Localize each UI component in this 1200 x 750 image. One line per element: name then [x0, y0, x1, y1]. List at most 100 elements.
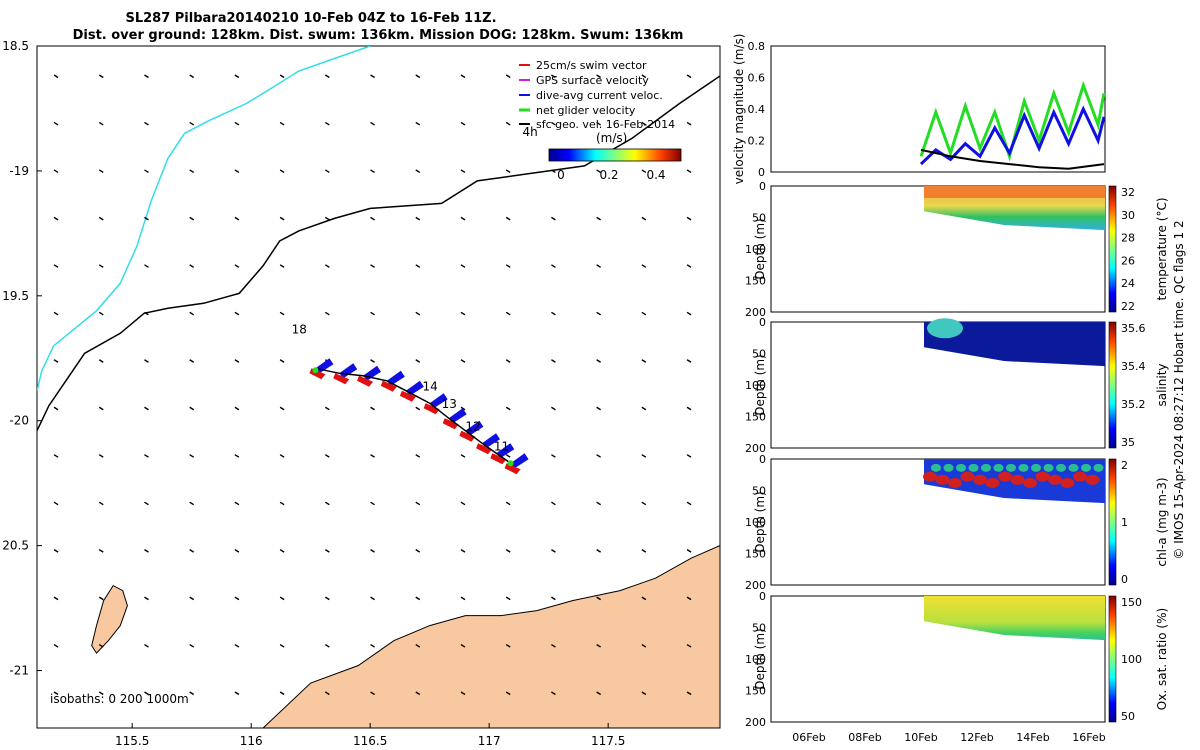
chl-max-patch — [948, 477, 962, 488]
sfc-vel-arrow — [415, 406, 421, 411]
map-xtick-label: 115.5 — [115, 734, 149, 748]
sfc-vel-arrow — [53, 169, 59, 174]
salinity-ylabel: Depth (m) — [753, 354, 767, 415]
salinity-high-patch — [927, 318, 963, 339]
swim-vector — [333, 373, 350, 385]
sfc-vel-arrow — [460, 454, 466, 458]
sfc-vel-arrow — [505, 643, 511, 648]
chl-a-colorbar-tick: 2 — [1121, 459, 1128, 472]
sfc-vel-arrow — [189, 643, 195, 648]
chl-max-patch — [1035, 471, 1050, 482]
sfc-vel-arrow — [144, 169, 149, 174]
swim-vector — [490, 453, 507, 465]
sfc-vel-arrow — [279, 264, 285, 268]
map-xtick-label: 116.5 — [353, 734, 387, 748]
dive-avg-vector — [405, 380, 424, 396]
chl-max-patch — [1048, 474, 1062, 485]
chl-mid-patch — [993, 463, 1004, 472]
sfc-vel-arrow — [551, 264, 556, 268]
salinity-ytick-label: 0 — [759, 316, 766, 329]
chl-a-panel: Depth (m) 0 50 100 150 200 2 1 0 chl-a (mg m-3) — [745, 453, 1169, 592]
sfc-vel-arrow — [234, 691, 240, 696]
sfc-vel-arrow — [551, 169, 556, 174]
legend-gps-velocity: GPS surface velocity — [536, 74, 649, 87]
temperature-colorbar — [1108, 185, 1117, 313]
sfc-vel-arrow — [686, 596, 692, 601]
sfc-vel-arrow — [596, 406, 602, 411]
dive-avg-vector — [496, 443, 515, 459]
sfc-vel-arrow — [98, 121, 104, 126]
date-xtick-label: 14Feb — [1016, 731, 1049, 744]
sfc-vel-arrow — [686, 643, 692, 648]
sfc-vel-arrow — [551, 359, 556, 363]
sfc-vel-arrow — [98, 549, 104, 553]
sfc-vel-arrow — [551, 121, 556, 126]
oxygen-ytick-label: 200 — [745, 716, 766, 729]
sfc-vel-arrow — [144, 549, 149, 553]
sfc-vel-arrow — [596, 596, 602, 601]
sfc-vel-arrow — [144, 691, 149, 696]
sfc-vel-arrow — [324, 121, 330, 126]
sfc-vel-arrow — [234, 311, 240, 316]
track-start — [312, 367, 319, 374]
temperature-colorbar-tick: 28 — [1121, 232, 1135, 245]
oxygen-colorbar-tick: 100 — [1121, 653, 1142, 666]
map-xtick-label: 117.5 — [591, 734, 625, 748]
chl-a-ytick-label: 100 — [745, 516, 766, 529]
chl-mid-patch — [943, 463, 954, 472]
sfc-vel-arrow — [415, 169, 421, 174]
salinity-colorbar-tick: 35.2 — [1121, 398, 1146, 411]
sfc-vel-arrow — [98, 264, 104, 268]
sfc-vel-arrow — [98, 74, 104, 79]
chl-max-patch — [1085, 474, 1100, 485]
sfc-vel-arrow — [370, 596, 375, 601]
chl-max-patch — [960, 471, 975, 482]
sfc-vel-arrow — [324, 596, 330, 601]
sfc-vel-arrow — [686, 501, 692, 506]
map-ytick-label: -20 — [9, 414, 29, 428]
legend-swim-vector: 25cm/s swim vector — [536, 59, 647, 72]
velocity-ytick-label: 0.6 — [748, 72, 766, 85]
sfc-vel-arrow — [144, 216, 149, 221]
isobath-200m — [37, 75, 720, 432]
sfc-vel-arrow — [460, 311, 466, 316]
sfc-vel-arrow — [144, 264, 149, 268]
chl-mid-patch — [968, 463, 979, 472]
temperature-ytick-label: 0 — [759, 180, 766, 193]
sfc-vel-arrow — [234, 643, 240, 648]
sfc-vel-arrow — [641, 311, 647, 316]
sfc-vel-arrow — [415, 549, 421, 553]
sfc-vel-arrow — [98, 359, 104, 363]
sfc-vel-arrow — [596, 264, 602, 268]
chl-max-patch — [973, 474, 987, 485]
sfc-vel-arrow — [370, 549, 375, 553]
sfc-vel-arrow — [370, 311, 375, 316]
sfc-vel-arrow — [324, 216, 330, 221]
sfc-vel-arrow — [189, 454, 195, 458]
sfc-vel-arrow — [415, 216, 421, 221]
map-colorbar: (m/s) 0 0.2 0.4 — [548, 131, 682, 182]
sfc-vel-arrow — [415, 121, 421, 126]
chl-mid-patch — [931, 463, 941, 472]
sfc-vel-arrow — [144, 311, 149, 316]
sfc-vel-arrow — [641, 264, 647, 268]
sfc-vel-arrow — [234, 596, 240, 601]
swim-vector — [357, 375, 374, 387]
chl-mid-patch — [1018, 463, 1029, 472]
oxygen-ytick-label: 100 — [745, 653, 766, 666]
sfc-vel-arrow — [279, 359, 285, 363]
sfc-vel-arrow — [324, 169, 330, 174]
sfc-vel-arrow — [460, 216, 466, 221]
chl-max-patch — [935, 474, 950, 485]
legend-dive-avg: dive-avg current veloc. — [536, 89, 663, 102]
sfc-vel-arrow — [460, 121, 466, 126]
sfc-vel-arrow — [144, 74, 149, 79]
sfc-vel-arrow — [415, 311, 421, 316]
sfc-vel-arrow — [370, 121, 375, 126]
salinity-ytick-label: 100 — [745, 379, 766, 392]
oxygen-ylabel: Depth (m) — [753, 628, 767, 689]
sfc-vel-arrow — [641, 643, 647, 648]
sfc-vel-arrow — [144, 643, 149, 648]
sfc-vel-arrow — [505, 454, 511, 458]
sfc-vel-arrow — [370, 454, 375, 458]
